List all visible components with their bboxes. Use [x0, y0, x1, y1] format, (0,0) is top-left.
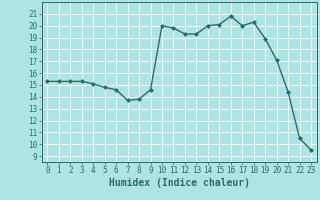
X-axis label: Humidex (Indice chaleur): Humidex (Indice chaleur) — [109, 178, 250, 188]
